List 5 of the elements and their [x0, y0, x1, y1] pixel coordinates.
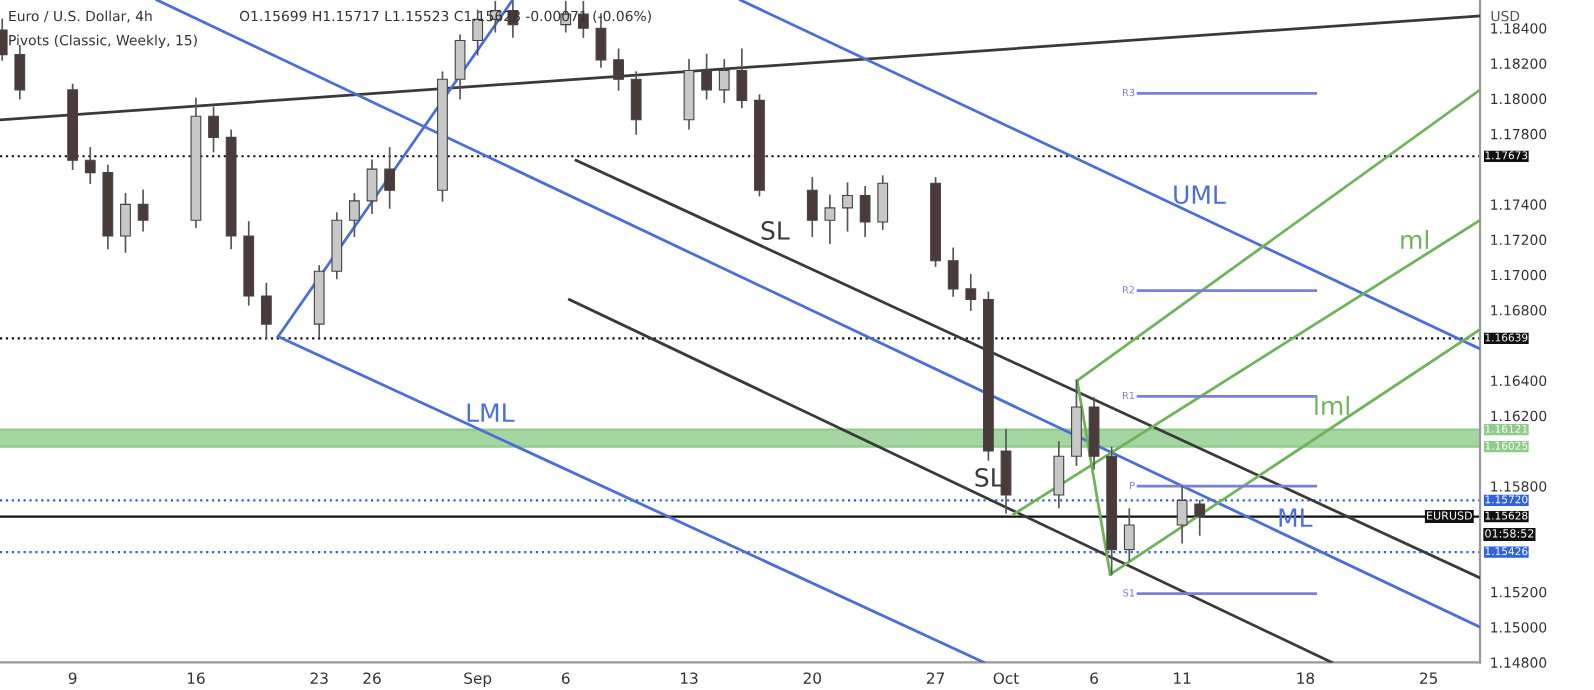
series-label: UML — [1174, 185, 1226, 205]
series-label: SL — [761, 221, 790, 240]
series-label: ml — [1401, 229, 1428, 249]
series-label: LML — [467, 403, 515, 422]
series-label: lml — [1315, 395, 1349, 415]
